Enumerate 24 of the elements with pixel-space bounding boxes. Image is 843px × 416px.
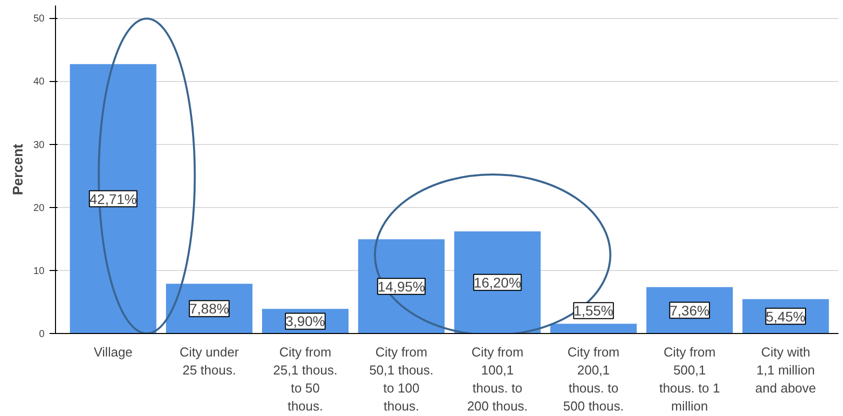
- x-tick-label: City with 1,1 million and above: [755, 344, 816, 396]
- data-label: 7,36%: [670, 302, 710, 318]
- bar: [454, 231, 541, 334]
- x-tick-label: City from 100,1 thous. to 200 thous.: [467, 344, 528, 414]
- x-tick-label: City under 25 thous.: [180, 344, 240, 378]
- bar: [550, 324, 637, 334]
- y-tick-label: 30: [33, 140, 45, 151]
- bar: [70, 64, 156, 334]
- x-tick-label: Village: [94, 344, 133, 360]
- y-axis-title: Percent: [9, 143, 26, 196]
- data-label: 3,90%: [285, 313, 326, 330]
- y-tick-label: 0: [38, 329, 45, 340]
- y-tick-label: 40: [33, 76, 45, 88]
- x-tick-label: City from 500,1 thous. to 1 million: [659, 344, 720, 414]
- data-label: 7,88%: [189, 300, 230, 317]
- y-tick-label: 20: [33, 202, 45, 214]
- x-tick-label: City from 200,1 thous. to 500 thous.: [563, 344, 624, 414]
- data-label: 14,95%: [378, 278, 426, 294]
- data-label: 1,55%: [574, 302, 614, 319]
- x-tick-label: City from 25,1 thous. to 50 thous.: [273, 344, 338, 414]
- x-tick-label: City from 50,1 thous. to 100 thous.: [369, 344, 434, 414]
- data-label: 5,45%: [766, 308, 806, 324]
- y-tick-label: 50: [33, 14, 45, 25]
- y-tick-label: 10: [33, 266, 45, 277]
